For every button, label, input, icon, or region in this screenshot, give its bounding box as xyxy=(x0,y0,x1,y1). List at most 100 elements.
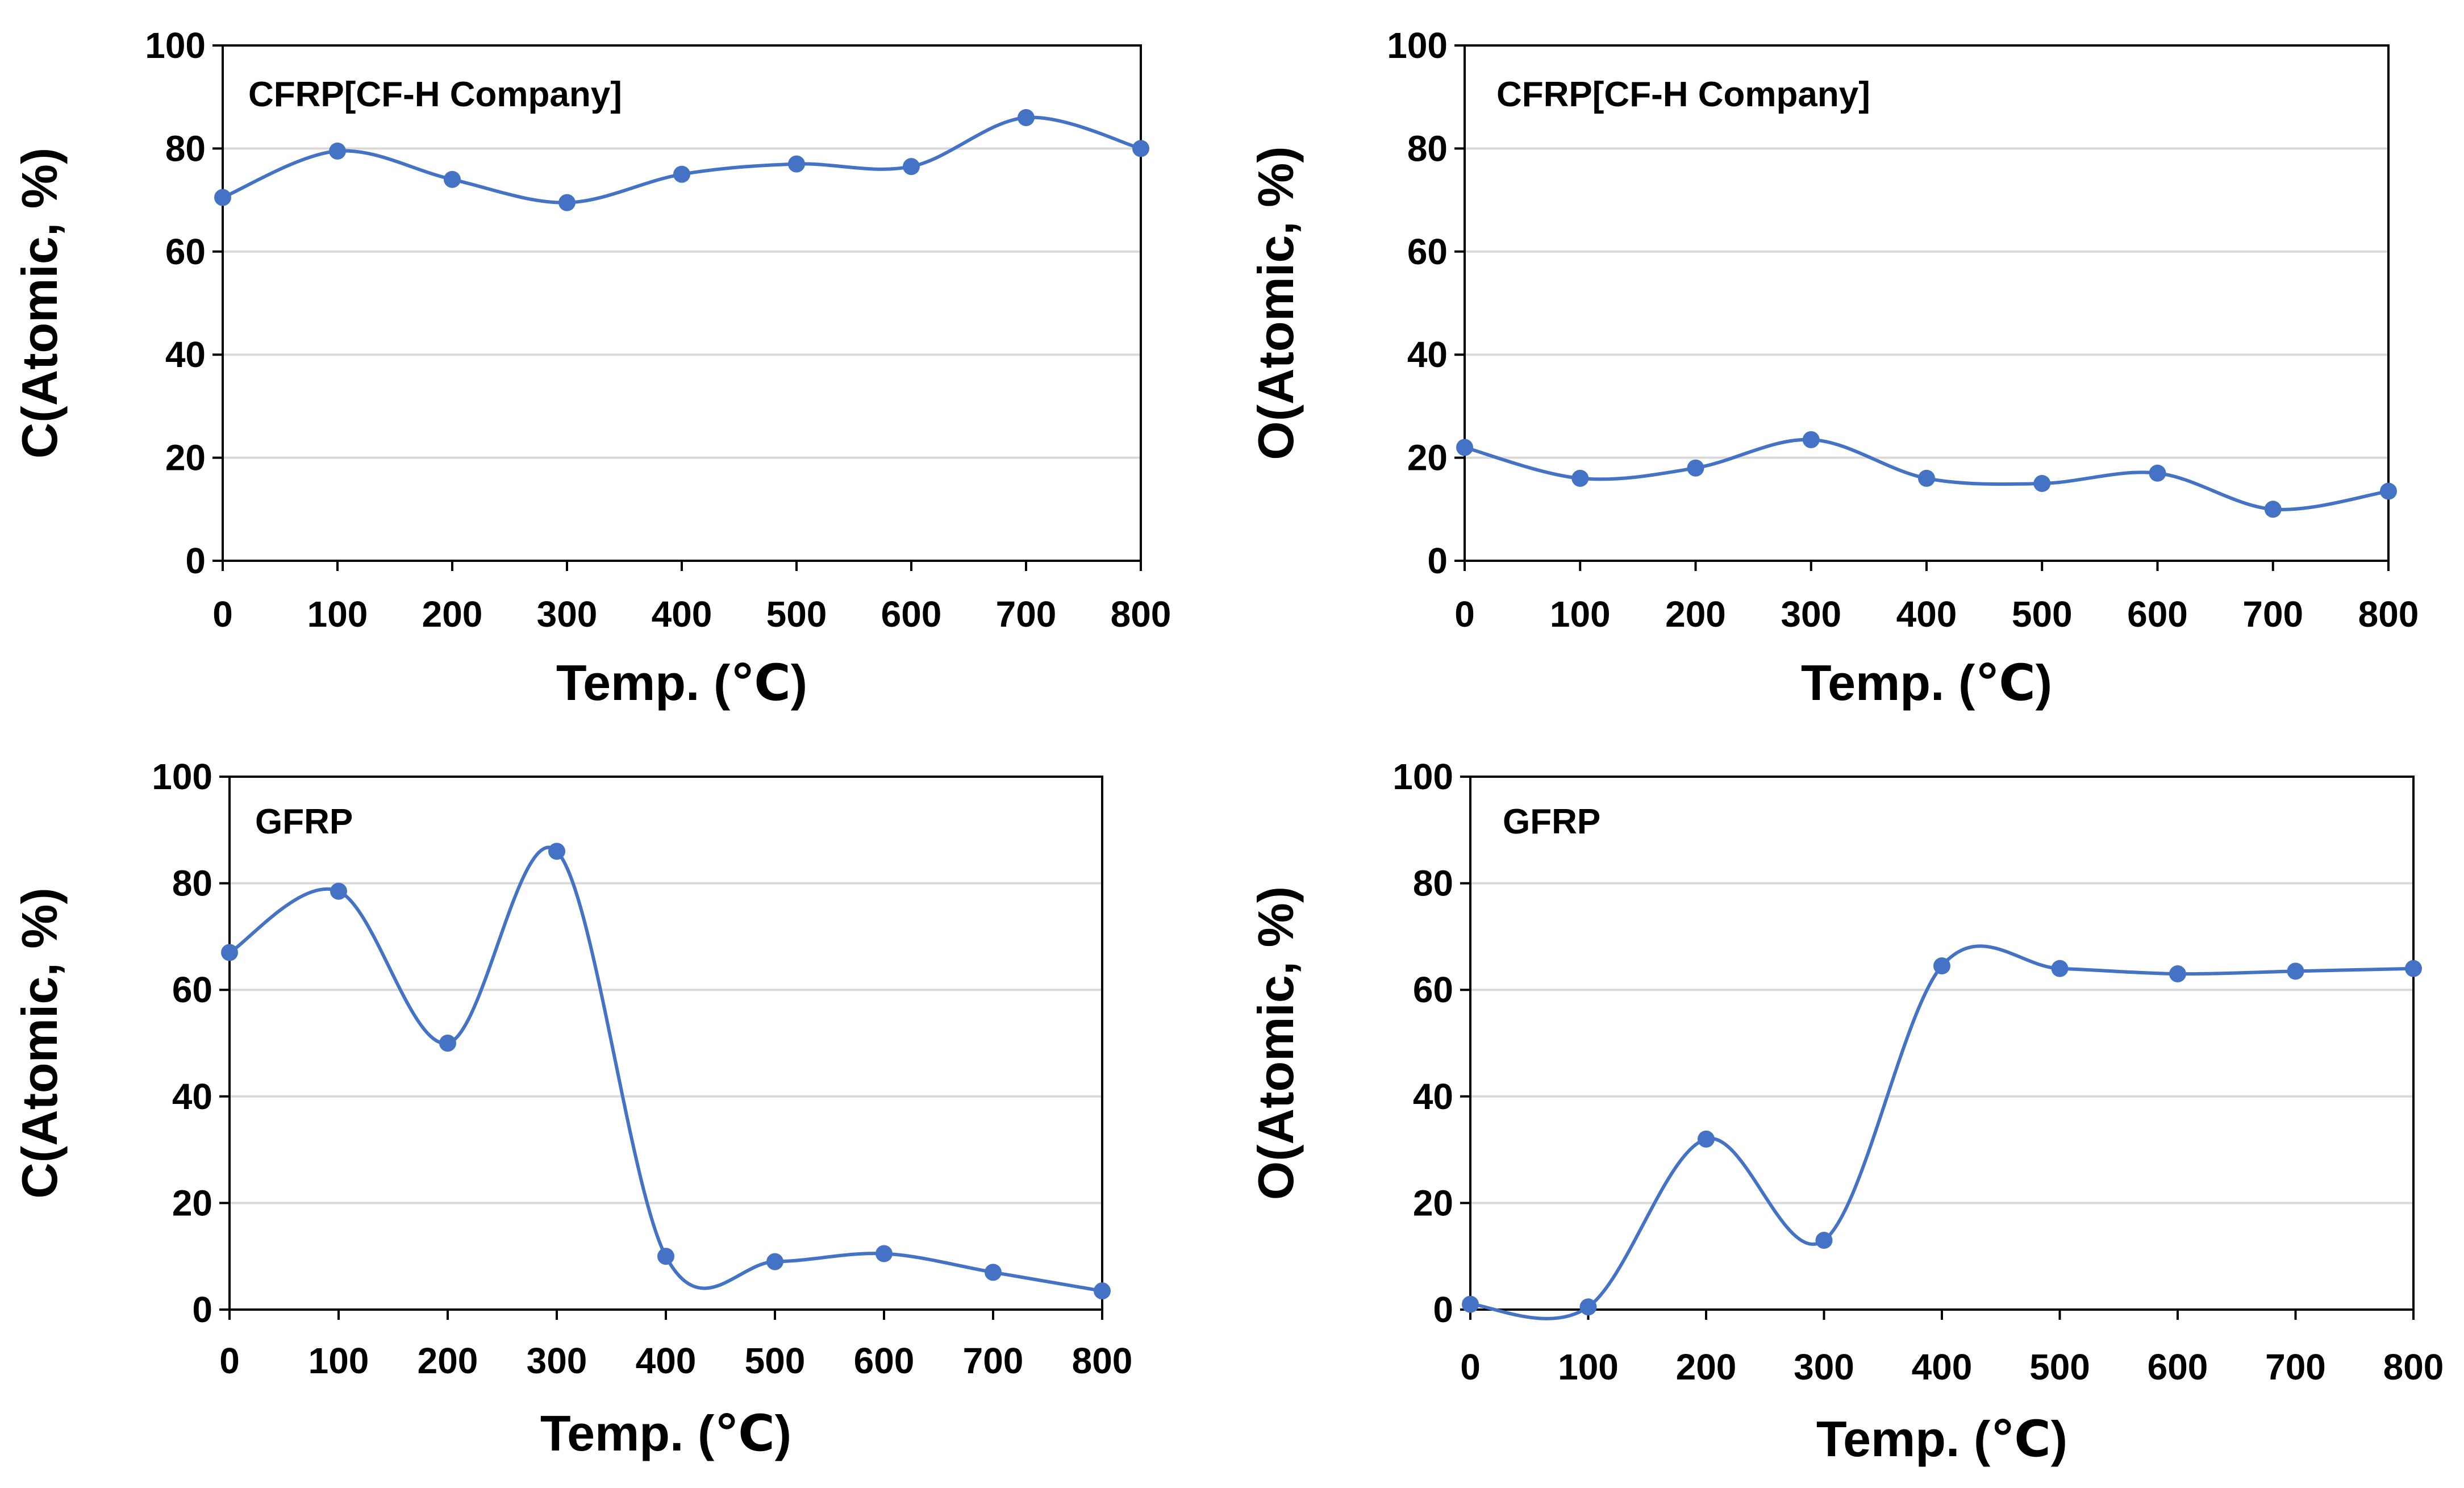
x-tick-label: 0 xyxy=(212,594,233,635)
data-point xyxy=(1802,431,1820,448)
x-tick-label: 500 xyxy=(745,1340,806,1381)
x-tick-label: 300 xyxy=(1794,1347,1854,1387)
x-tick-label: 200 xyxy=(1676,1347,1737,1387)
x-tick-label: 700 xyxy=(963,1340,1024,1381)
x-tick-label: 800 xyxy=(1111,594,1171,635)
data-point xyxy=(548,843,565,860)
x-tick-label: 100 xyxy=(1550,594,1611,635)
y-tick-label: 20 xyxy=(1413,1182,1453,1223)
panel-title: GFRP xyxy=(1503,802,1600,841)
y-tick-label: 80 xyxy=(172,863,212,904)
data-point xyxy=(1456,439,1473,456)
x-tick-label: 500 xyxy=(2012,594,2073,635)
x-axis-label: Temp. (℃) xyxy=(540,1405,791,1461)
chart-panel-cfrp-oxygen: 0 20 40 60 80 100 0 100 200 300 400 500 600 700 800 O(A… xyxy=(1248,25,2419,711)
chart-panel-cfrp-carbon: 0 20 40 60 80 100 0 100 200 300 400 500 600 700 800 C(A… xyxy=(11,25,1171,711)
y-tick-label: 100 xyxy=(145,25,206,66)
data-point xyxy=(1698,1130,1715,1148)
x-axis-label: Temp. (℃) xyxy=(1816,1411,2067,1467)
y-tick-label: 40 xyxy=(172,1076,212,1117)
data-point xyxy=(1018,109,1035,126)
x-tick-label: 100 xyxy=(307,594,368,635)
x-tick-label: 0 xyxy=(219,1340,240,1381)
x-axis-label: Temp. (℃) xyxy=(556,655,807,711)
x-tick-label: 100 xyxy=(308,1340,369,1381)
series-line xyxy=(1470,944,2414,1320)
data-point xyxy=(1687,459,1704,477)
x-tick-label: 400 xyxy=(636,1340,697,1381)
x-tick-label: 200 xyxy=(1665,594,1726,635)
y-tick-label: 0 xyxy=(1427,540,1448,581)
data-point xyxy=(1094,1282,1111,1300)
data-point xyxy=(444,170,461,188)
y-tick-label: 40 xyxy=(165,334,206,375)
y-tick-label: 0 xyxy=(192,1289,212,1330)
data-point xyxy=(2149,464,2166,482)
y-tick-label: 0 xyxy=(1433,1289,1453,1330)
data-point xyxy=(2287,962,2304,980)
y-axis-label: O(Atomic, %) xyxy=(1248,886,1304,1200)
y-tick-label: 0 xyxy=(185,540,206,581)
x-tick-label: 200 xyxy=(422,594,483,635)
data-point xyxy=(985,1264,1002,1281)
y-tick-label: 20 xyxy=(1407,437,1448,478)
x-tick-label: 700 xyxy=(2242,594,2303,635)
data-point xyxy=(439,1035,456,1052)
series-line xyxy=(228,845,1103,1293)
chart-panel-gfrp-carbon: 0 20 40 60 80 100 0 100 200 300 400 500 600 700 800 C(A… xyxy=(11,756,1133,1461)
panel-title: CFRP[CF-H Company] xyxy=(248,75,622,114)
data-point xyxy=(2405,960,2422,977)
x-tick-label: 600 xyxy=(881,594,942,635)
data-point xyxy=(330,882,347,900)
data-point xyxy=(2264,501,2282,518)
y-tick-label: 100 xyxy=(152,756,212,797)
y-tick-label: 80 xyxy=(165,128,206,169)
y-tick-label: 20 xyxy=(172,1182,212,1223)
data-point xyxy=(903,158,920,176)
y-tick-label: 80 xyxy=(1407,128,1448,169)
x-tick-label: 400 xyxy=(652,594,712,635)
x-tick-label: 500 xyxy=(2029,1347,2090,1387)
plot-frame xyxy=(1469,776,2415,1311)
data-point xyxy=(1815,1232,1833,1249)
y-tick-label: 100 xyxy=(1387,25,1448,66)
x-tick-label: 500 xyxy=(766,594,827,635)
data-point xyxy=(221,944,238,961)
plot-frame xyxy=(228,776,1103,1311)
x-tick-label: 600 xyxy=(2148,1347,2208,1387)
data-point xyxy=(558,194,576,211)
y-tick-label: 100 xyxy=(1392,756,1453,797)
x-tick-label: 100 xyxy=(1558,1347,1619,1387)
panel-title: CFRP[CF-H Company] xyxy=(1496,75,1870,114)
y-tick-label: 20 xyxy=(165,437,206,478)
data-point xyxy=(2033,474,2051,492)
data-point xyxy=(329,142,346,160)
y-tick-label: 60 xyxy=(1413,969,1453,1010)
series-line xyxy=(222,115,1141,205)
data-point xyxy=(1579,1298,1597,1316)
data-point xyxy=(1918,469,1935,487)
y-tick-label: 40 xyxy=(1413,1076,1453,1117)
data-point xyxy=(788,155,805,173)
y-tick-label: 40 xyxy=(1407,334,1448,375)
y-axis-label: C(Atomic, %) xyxy=(11,887,68,1199)
x-tick-label: 400 xyxy=(1912,1347,1973,1387)
data-point xyxy=(673,165,690,183)
data-point xyxy=(1462,1295,1479,1313)
x-tick-label: 800 xyxy=(2358,594,2419,635)
x-tick-label: 400 xyxy=(1896,594,1957,635)
data-point xyxy=(2051,960,2069,977)
x-tick-label: 0 xyxy=(1460,1347,1481,1387)
x-tick-label: 800 xyxy=(1072,1340,1133,1381)
x-tick-label: 800 xyxy=(2383,1347,2444,1387)
data-point xyxy=(657,1248,674,1265)
x-tick-label: 600 xyxy=(854,1340,915,1381)
x-tick-label: 300 xyxy=(527,1340,587,1381)
data-point xyxy=(1933,957,1950,974)
x-tick-label: 600 xyxy=(2127,594,2188,635)
data-point xyxy=(766,1253,783,1270)
x-tick-label: 700 xyxy=(996,594,1057,635)
x-tick-label: 0 xyxy=(1454,594,1475,635)
y-axis-label: C(Atomic, %) xyxy=(11,148,68,459)
